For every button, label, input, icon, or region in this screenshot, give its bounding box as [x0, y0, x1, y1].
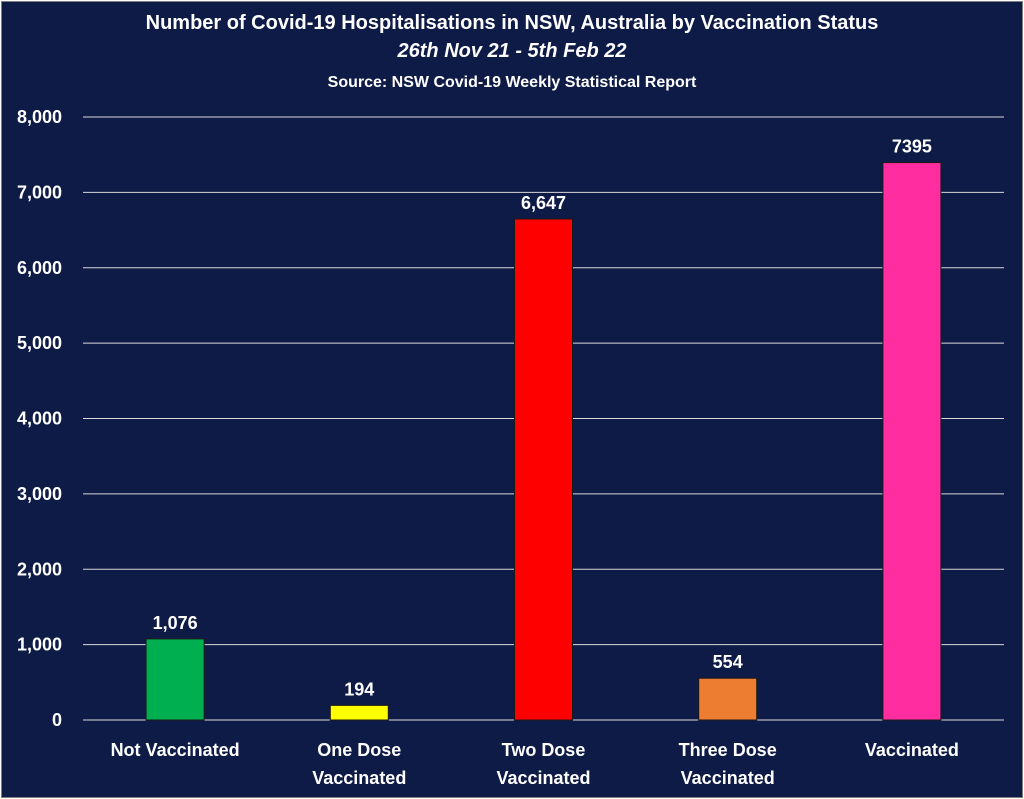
x-tick-label: Not Vaccinated [111, 740, 240, 760]
bar [882, 162, 942, 721]
chart-subtitle: 26th Nov 21 - 5th Feb 22 [397, 40, 627, 62]
x-tick-label: Vaccinated [865, 740, 959, 760]
y-tick-label: 5,000 [17, 333, 62, 353]
y-tick-label: 1,000 [17, 635, 62, 655]
y-tick-label: 6,000 [17, 258, 62, 278]
chart-source: Source: NSW Covid-19 Weekly Statistical … [327, 74, 697, 91]
y-tick-label: 4,000 [17, 409, 62, 429]
x-tick-label: Three Dose [679, 740, 777, 760]
data-label: 6,647 [521, 193, 566, 213]
y-tick-label: 0 [52, 710, 62, 730]
x-tick-label: Two Dose [502, 740, 586, 760]
bar [145, 638, 205, 721]
y-tick-label: 2,000 [17, 559, 62, 579]
y-tick-label: 8,000 [17, 107, 62, 127]
bar [329, 704, 389, 721]
data-label: 1,076 [153, 613, 198, 633]
data-label: 554 [713, 652, 743, 672]
x-tick-label: Vaccinated [681, 768, 775, 788]
y-tick-label: 3,000 [17, 484, 62, 504]
x-tick-label: Vaccinated [496, 768, 590, 788]
data-label: 194 [344, 679, 374, 699]
x-tick-label: One Dose [317, 740, 401, 760]
chart-title: Number of Covid-19 Hospitalisations in N… [145, 12, 879, 34]
bar [514, 218, 573, 721]
x-tick-label: Vaccinated [312, 768, 406, 788]
y-tick-label: 7,000 [17, 182, 62, 202]
data-label: 7395 [892, 137, 932, 157]
bar [698, 677, 758, 721]
